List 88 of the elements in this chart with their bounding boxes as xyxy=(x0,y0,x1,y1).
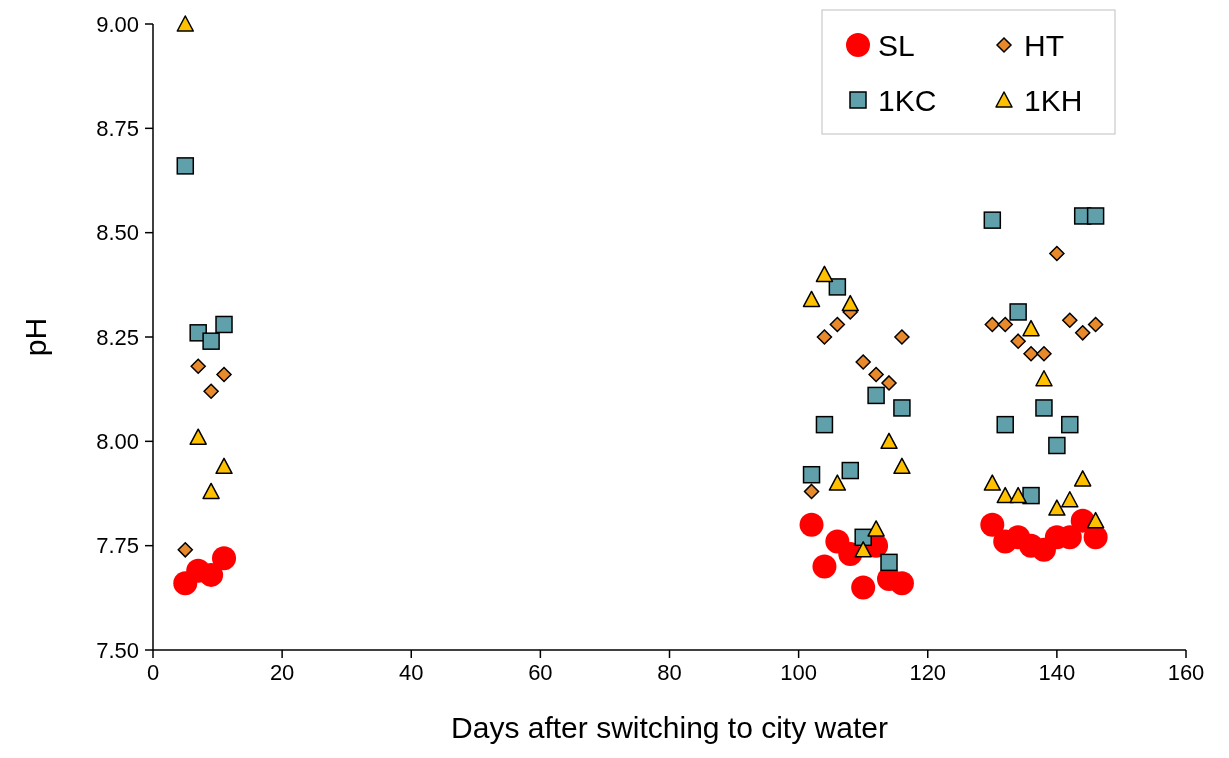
x-tick-label: 100 xyxy=(780,660,817,685)
point xyxy=(996,415,1014,434)
point xyxy=(1083,525,1108,550)
point xyxy=(215,457,233,475)
point xyxy=(1022,319,1040,337)
point xyxy=(802,465,821,484)
point xyxy=(997,316,1013,333)
point xyxy=(889,571,914,596)
point xyxy=(1048,436,1066,455)
point xyxy=(212,546,237,571)
point xyxy=(1035,369,1053,387)
point xyxy=(1087,316,1104,333)
point xyxy=(802,290,821,308)
legend-label: HT xyxy=(1024,28,1064,62)
point xyxy=(203,383,219,399)
point xyxy=(855,354,871,370)
point xyxy=(983,211,1002,229)
point xyxy=(215,315,233,334)
x-tick-label: 140 xyxy=(1038,660,1076,685)
point xyxy=(1009,303,1027,321)
x-tick-label: 60 xyxy=(528,660,553,685)
point xyxy=(881,375,897,391)
y-axis-title: pH xyxy=(19,317,52,357)
point xyxy=(815,415,834,434)
point xyxy=(868,366,884,383)
point xyxy=(984,316,1001,333)
x-tick-label: 120 xyxy=(909,660,947,685)
point xyxy=(1023,345,1039,362)
legend-label: SL xyxy=(878,28,915,62)
point xyxy=(893,457,911,475)
x-tick-label: 20 xyxy=(269,660,295,685)
point xyxy=(816,329,833,345)
point xyxy=(1035,399,1053,417)
x-tick-label: 0 xyxy=(146,660,160,685)
point xyxy=(854,541,872,558)
point xyxy=(216,366,232,383)
point xyxy=(983,474,1002,491)
point xyxy=(880,553,898,572)
point xyxy=(1022,486,1040,505)
point xyxy=(893,399,911,417)
point xyxy=(1086,207,1105,225)
point xyxy=(980,512,1005,537)
point xyxy=(812,554,837,579)
y-tick-label: 8.25 xyxy=(96,324,139,350)
point xyxy=(190,358,206,374)
point xyxy=(880,432,898,450)
x-tick-label: 160 xyxy=(1167,660,1205,685)
point xyxy=(828,474,847,491)
point xyxy=(1036,345,1052,362)
y-tick-label: 9.00 xyxy=(96,11,139,37)
x-axis-title: Days after switching to city water xyxy=(451,711,888,744)
point xyxy=(867,386,885,405)
point xyxy=(1061,415,1079,434)
point xyxy=(815,265,834,283)
point xyxy=(799,512,824,537)
point xyxy=(176,157,195,175)
point xyxy=(841,294,860,312)
point xyxy=(189,428,207,445)
y-tick-label: 8.00 xyxy=(96,429,139,455)
point xyxy=(1049,245,1065,262)
y-tick-label: 7.50 xyxy=(96,637,139,663)
point xyxy=(1009,486,1027,504)
point xyxy=(1062,312,1078,329)
x-tick-label: 80 xyxy=(657,660,682,685)
y-tick-label: 7.75 xyxy=(96,533,139,559)
point xyxy=(867,520,885,537)
point xyxy=(894,329,910,345)
point xyxy=(829,316,846,333)
y-tick-label: 8.50 xyxy=(96,220,139,246)
point xyxy=(1073,470,1092,487)
point xyxy=(177,542,194,558)
point xyxy=(803,483,820,500)
point xyxy=(202,332,220,350)
legend-label: 1KH xyxy=(1024,83,1083,117)
y-tick-label: 8.75 xyxy=(96,116,139,142)
legend-label: 1KC xyxy=(878,83,937,117)
point xyxy=(1061,491,1079,508)
point xyxy=(1048,499,1066,516)
point xyxy=(828,278,847,296)
point xyxy=(841,461,860,480)
point xyxy=(851,575,876,600)
point xyxy=(199,562,224,587)
point xyxy=(1074,325,1091,341)
point xyxy=(176,15,195,32)
point xyxy=(202,482,220,500)
point xyxy=(1010,333,1026,349)
x-tick-label: 40 xyxy=(399,660,424,685)
point xyxy=(1086,511,1105,529)
